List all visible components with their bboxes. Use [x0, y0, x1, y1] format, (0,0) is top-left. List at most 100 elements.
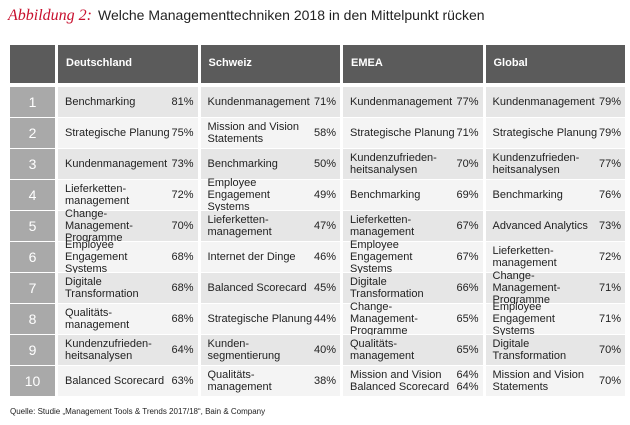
table-cell: Strategische Planung 71%	[343, 118, 483, 148]
cell-label: Employee Engagement Systems	[350, 239, 413, 275]
rank: 4	[10, 180, 55, 210]
cell-value: 71%	[598, 282, 621, 294]
cell-value: 66%	[456, 282, 479, 294]
cell-label: Lieferketten- management	[65, 183, 130, 207]
cell-label: Kundenmanagement	[492, 96, 595, 108]
table-cell: Qualitäts- management 65%	[343, 335, 483, 365]
cell-value: 49%	[313, 189, 336, 201]
cell-value: 73%	[171, 158, 194, 170]
cell-value: 40%	[313, 344, 336, 356]
cell-value: 77%	[456, 96, 479, 108]
rank: 2	[10, 118, 55, 148]
cell-value: 70%	[598, 375, 621, 387]
cell-value: 79%	[598, 127, 621, 139]
cell-value: 64%	[171, 344, 194, 356]
cell-label: Digitale Transformation	[65, 276, 139, 300]
cell-value: 73%	[598, 220, 621, 232]
cell-value: 79%	[598, 96, 621, 108]
cell-label: Internet der Dinge	[207, 251, 296, 263]
cell-label: Qualitäts- management	[350, 338, 415, 362]
cell-label: Kundenzufrieden- heitsanalysen	[65, 338, 152, 362]
cell-value: 71%	[456, 127, 479, 139]
table-cell: Qualitäts- management 68%	[58, 304, 198, 334]
table-cell: Mission and Vision Statements 58%	[200, 118, 340, 148]
cell-value: 69%	[456, 189, 479, 201]
cell-label: Strategische Planung	[207, 313, 313, 325]
table-cell: Mission and Vision Statements 70%	[485, 366, 625, 396]
rank: 6	[10, 242, 55, 272]
cell-label: Employee Engagement Systems	[207, 177, 270, 213]
cell-label: Kundenmanagement	[207, 96, 310, 108]
cell-label: Qualitäts- management	[207, 369, 272, 393]
cell-value: 68%	[171, 251, 194, 263]
rank: 1	[10, 87, 55, 117]
column-header: Schweiz	[200, 45, 340, 83]
column-header: Deutschland	[58, 45, 198, 83]
cell-label: Change-Management- Programme	[492, 270, 561, 306]
cell-value: 58%	[313, 127, 336, 139]
table-cell: Strategische Planung 44%	[200, 304, 340, 334]
cell-label: Strategische Planung	[65, 127, 170, 139]
cell-label: Balanced Scorecard	[65, 375, 165, 387]
cell-label: Employee Engagement Systems	[65, 239, 128, 275]
table-cell: Internet der Dinge 46%	[200, 242, 340, 272]
table-cell: Advanced Analytics 73%	[485, 211, 625, 241]
cell-label: Strategische Planung	[492, 127, 598, 139]
table-cell: Benchmarking 76%	[485, 180, 625, 210]
cell-label: Kundenmanagement	[350, 96, 453, 108]
table-cell: Kunden- segmentierung 40%	[200, 335, 340, 365]
table-cell: Kundenmanagement 73%	[58, 149, 198, 179]
source-note: Quelle: Studie „Management Tools & Trend…	[10, 407, 266, 416]
rank: 5	[10, 211, 55, 241]
table-cell: Kundenzufrieden- heitsanalysen 77%	[485, 149, 625, 179]
rank: 3	[10, 149, 55, 179]
cell-value: 67%	[456, 251, 479, 263]
cell-label: Digitale Transformation	[350, 276, 424, 300]
cell-label: Kunden- segmentierung	[207, 338, 281, 362]
cell-value: 38%	[313, 375, 336, 387]
table-cell: Change-Management- Programme 65%	[343, 301, 483, 337]
table-cell: Lieferketten- management 72%	[58, 180, 198, 210]
rank: 7	[10, 273, 55, 303]
cell-value: 71%	[598, 313, 621, 325]
table-cell: Digitale Transformation 70%	[485, 335, 625, 365]
table-cell: Employee Engagement Systems 68%	[58, 239, 198, 275]
cell-label: Benchmarking	[492, 189, 563, 201]
table-cell: Strategische Planung 75%	[58, 118, 198, 148]
table-cell: Mission and Vision Balanced Scorecard 64%…	[343, 366, 483, 396]
cell-value: 50%	[313, 158, 336, 170]
cell-label: Strategische Planung	[350, 127, 455, 139]
table-cell: Employee Engagement Systems 67%	[343, 239, 483, 275]
cell-value: 77%	[598, 158, 621, 170]
table-cell: Benchmarking 50%	[200, 149, 340, 179]
cell-label: Lieferketten- management	[350, 214, 415, 238]
rank: 8	[10, 304, 55, 334]
cell-label: Benchmarking	[350, 189, 421, 201]
cell-value: 68%	[171, 282, 194, 294]
table-cell: Balanced Scorecard 45%	[200, 273, 340, 303]
table-cell: Kundenzufrieden- heitsanalysen 64%	[58, 335, 198, 365]
figure-label: Abbildung 2:	[8, 7, 92, 24]
cell-value: 64% 64%	[456, 369, 479, 393]
table-cell: Digitale Transformation 66%	[343, 273, 483, 303]
table-cell: Change-Management- Programme 70%	[58, 208, 198, 244]
cell-value: 45%	[313, 282, 336, 294]
cell-label: Employee Engagement Systems	[492, 301, 555, 337]
cell-value: 75%	[171, 127, 194, 139]
column-header: Global	[485, 45, 625, 83]
cell-label: Kundenzufrieden- heitsanalysen	[350, 152, 437, 176]
cell-label: Lieferketten- management	[207, 214, 272, 238]
table: Deutschland Schweiz EMEA Global 1 Benchmarkin…	[10, 45, 625, 397]
column-header: EMEA	[343, 45, 483, 83]
cell-value: 70%	[456, 158, 479, 170]
figure-title: Abbildung 2: Welche Managementtechniken 2…	[8, 7, 485, 25]
table-cell: Kundenzufrieden- heitsanalysen 70%	[343, 149, 483, 179]
cell-value: 44%	[313, 313, 336, 325]
title-text: Welche Managementtechniken 2018 in den M…	[98, 7, 485, 23]
cell-label: Benchmarking	[65, 96, 136, 108]
cell-label: Kundenzufrieden- heitsanalysen	[492, 152, 580, 176]
cell-value: 71%	[313, 96, 336, 108]
cell-value: 72%	[598, 251, 621, 263]
cell-label: Mission and Vision Statements	[207, 121, 300, 145]
